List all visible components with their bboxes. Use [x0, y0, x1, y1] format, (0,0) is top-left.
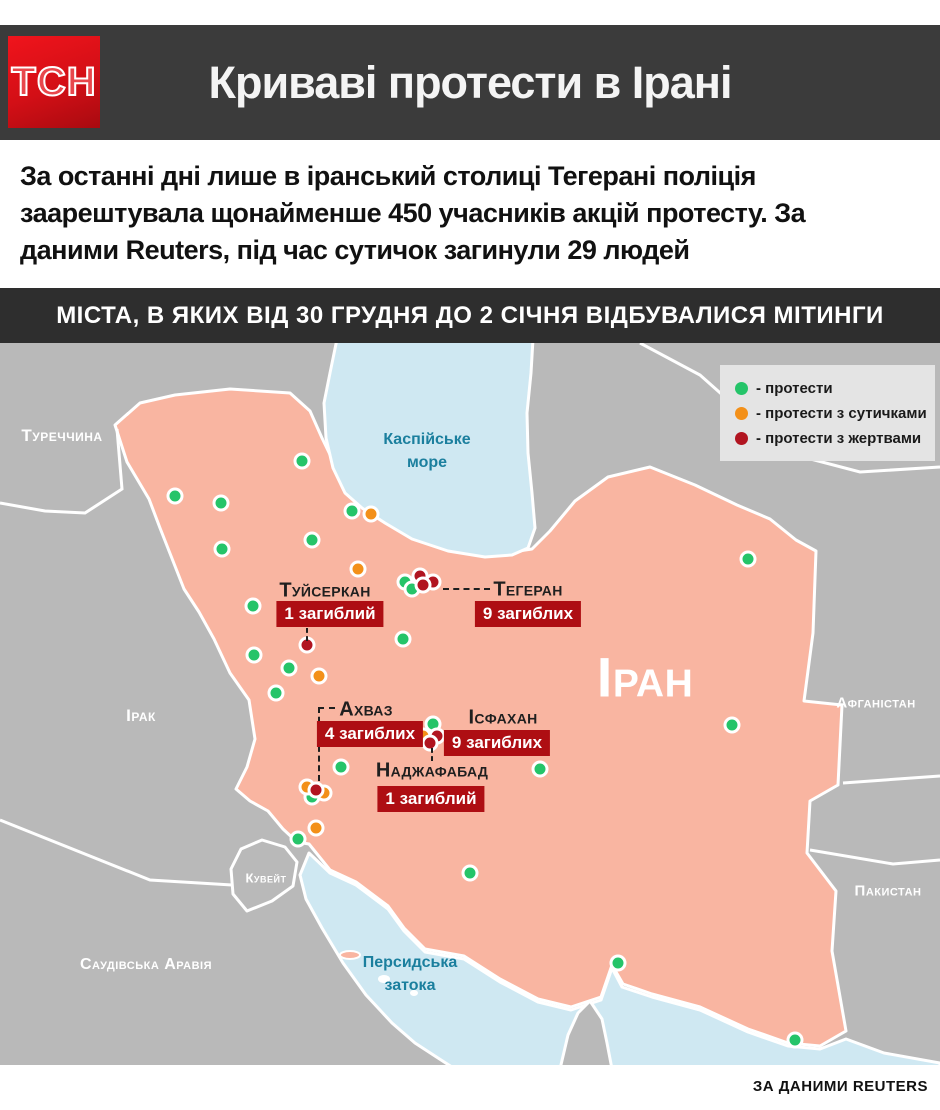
leader-line	[318, 707, 335, 709]
red-protest-dot	[307, 781, 325, 799]
green-protest-dot	[213, 540, 231, 558]
page-title: Криваві протести в Ірані	[208, 57, 733, 108]
kuwait-border	[229, 838, 299, 913]
country-label-туреччина: Туреччина	[21, 426, 103, 445]
pakistan-north-border	[809, 848, 940, 866]
city-label: Тегеран	[493, 578, 563, 601]
iran-protest-map: Туреччина Ірак Кувейт Саудівська Аравія Афга…	[0, 343, 940, 1065]
red-protest-dot	[414, 576, 432, 594]
leader-line	[443, 588, 490, 590]
protests-with-clashes-dot-icon	[735, 406, 748, 420]
country-label-пакистан: Пакистан	[854, 882, 922, 900]
green-protest-dot	[609, 954, 627, 972]
orange-protest-dot	[362, 505, 380, 523]
water-label: Каспійське море	[383, 431, 471, 471]
source-credit: ЗА ДАНИМИ REUTERS	[752, 1078, 928, 1095]
green-protest-dot	[245, 646, 263, 664]
green-protest-dot	[280, 659, 298, 677]
uae-peninsula-shape	[559, 999, 613, 1065]
green-protest-dot	[343, 502, 361, 520]
leader-line	[306, 628, 308, 641]
green-protest-dot	[461, 864, 479, 882]
country-label-кувейт: Кувейт	[245, 870, 287, 886]
map-geography	[0, 343, 940, 1065]
map-legend: - протести - протести з сутичками - протес…	[720, 365, 935, 461]
city-label: Туйсеркан	[279, 579, 371, 602]
header-band: ТСН Криваві протести в Ірані	[0, 25, 940, 140]
protests-with-victims-dot-icon	[735, 431, 748, 445]
water-label: Персидська затока	[362, 954, 458, 994]
legend-label: - протести з жертвами	[756, 429, 922, 447]
city-death-badge: 9 загиблих	[474, 601, 582, 627]
afghanistan-pakistan-border	[842, 774, 940, 785]
legend-item-protests: - протести	[735, 380, 935, 397]
island	[339, 950, 361, 960]
iraq-saudi-border	[0, 818, 233, 887]
section-banner: МІСТА, В ЯКИХ ВІД 30 ГРУДНЯ ДО 2 СІЧНЯ В…	[0, 288, 940, 343]
country-label-афганістан: Афганістан	[836, 694, 916, 712]
city-death-badge: 9 загиблих	[443, 730, 551, 756]
persian-gulf-shape	[298, 851, 940, 1065]
country-label-ірак: Ірак	[126, 706, 156, 725]
green-protest-dot	[786, 1031, 804, 1049]
intro-paragraph: За останні дні лише в іранський столиці …	[20, 161, 806, 265]
island	[378, 975, 390, 983]
green-protest-dot	[531, 760, 549, 778]
legend-item-protests-with-clashes: - протести з сутичками	[735, 405, 935, 422]
legend-label: - протести	[756, 379, 833, 397]
green-protest-dot	[267, 684, 285, 702]
city-death-badge: 4 загиблих	[316, 721, 424, 747]
green-protest-dot	[332, 758, 350, 776]
turkey-iraq-border	[0, 428, 124, 515]
protests-dot-icon	[735, 381, 748, 395]
legend-label: - протести з сутичками	[756, 404, 927, 422]
green-protest-dot	[289, 830, 307, 848]
green-protest-dot	[303, 531, 321, 549]
green-protest-dot	[244, 597, 262, 615]
country-label-іран: Іран	[596, 645, 694, 709]
green-protest-dot	[739, 550, 757, 568]
green-protest-dot	[166, 487, 184, 505]
city-death-badge: 1 загиблий	[377, 786, 485, 812]
caspian-sea-shape	[322, 343, 537, 559]
tsn-logo: ТСН	[8, 36, 100, 128]
country-label-саудівська аравія: Саудівська Аравія	[79, 956, 213, 973]
green-protest-dot	[293, 452, 311, 470]
orange-protest-dot	[349, 560, 367, 578]
island	[410, 990, 418, 996]
orange-protest-dot	[307, 819, 325, 837]
leader-line	[431, 748, 433, 761]
city-label: Ісфахан	[468, 706, 538, 729]
green-protest-dot	[394, 630, 412, 648]
green-protest-dot	[212, 494, 230, 512]
city-label: Ахваз	[339, 698, 393, 721]
legend-item-protests-with-victims: - протести з жертвами	[735, 430, 935, 447]
city-death-badge: 1 загиблий	[276, 601, 384, 627]
tsn-logo-text: ТСН	[10, 59, 97, 105]
city-label: Наджафабад	[375, 759, 489, 782]
orange-protest-dot	[310, 667, 328, 685]
green-protest-dot	[723, 716, 741, 734]
red-protest-dot	[421, 734, 439, 752]
